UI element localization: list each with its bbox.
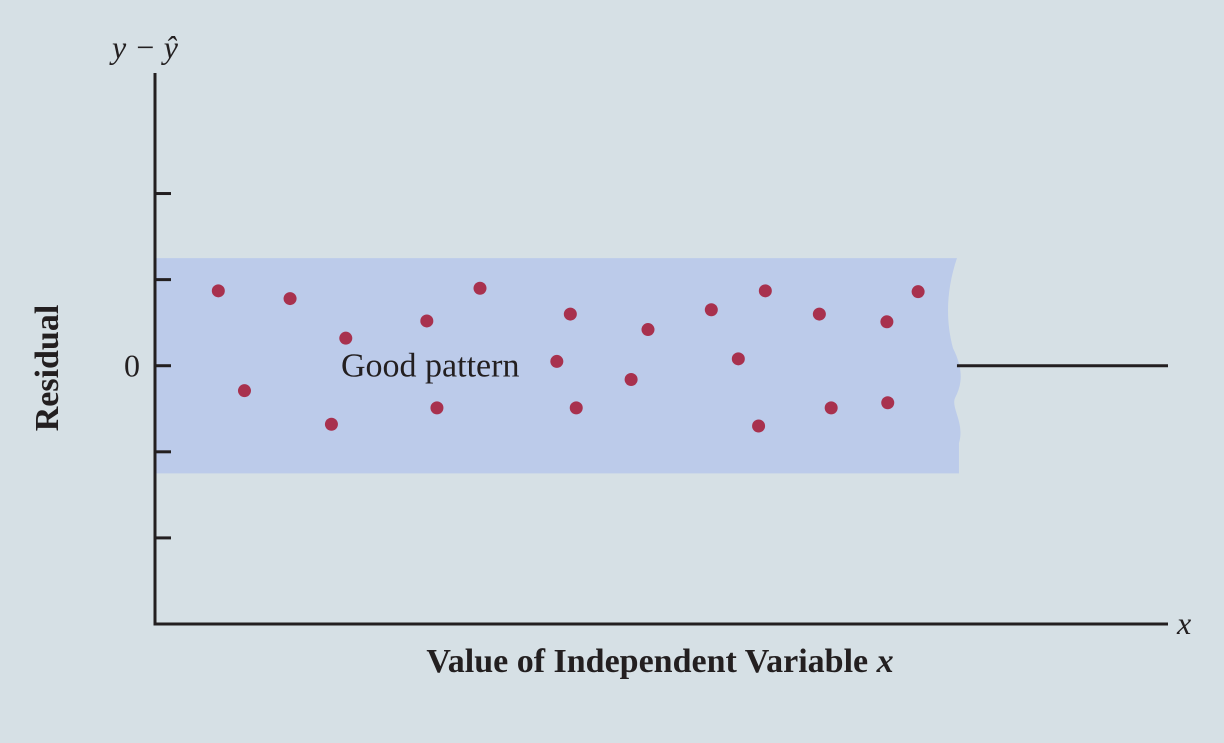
data-point xyxy=(420,314,434,328)
data-point xyxy=(339,331,353,345)
data-point xyxy=(430,401,444,415)
data-point xyxy=(283,292,297,306)
y-axis-symbol: y − ŷ xyxy=(109,29,179,65)
data-point xyxy=(563,307,577,321)
data-point xyxy=(550,354,564,368)
data-point xyxy=(324,417,338,431)
data-point xyxy=(758,284,772,298)
data-point xyxy=(237,384,251,398)
data-point xyxy=(624,372,638,386)
x-axis-label: Value of Independent Variable x xyxy=(426,643,893,680)
y-axis-label: Residual xyxy=(29,305,66,432)
data-point xyxy=(569,401,583,415)
data-point xyxy=(824,401,838,415)
band-label: Good pattern xyxy=(341,348,519,385)
data-point xyxy=(641,323,655,337)
data-point xyxy=(812,307,826,321)
x-axis-label-var: x xyxy=(876,643,894,680)
data-point xyxy=(473,281,487,295)
x-axis-label-text: Value of Independent Variable xyxy=(426,643,876,680)
data-point xyxy=(881,396,895,410)
x-axis-symbol: x xyxy=(1176,605,1191,641)
data-point xyxy=(211,284,225,298)
data-point xyxy=(752,419,766,433)
data-point xyxy=(911,285,925,299)
data-point xyxy=(880,315,894,329)
zero-tick-label: 0 xyxy=(124,348,140,384)
data-point xyxy=(731,352,745,366)
data-point xyxy=(704,303,718,317)
